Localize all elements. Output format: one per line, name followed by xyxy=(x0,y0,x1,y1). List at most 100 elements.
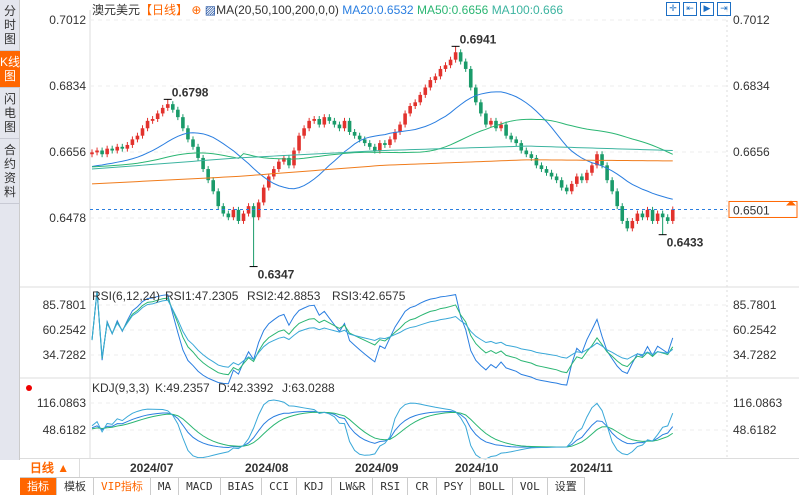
indicator-tab[interactable]: VOL xyxy=(512,478,548,495)
indicator-tab[interactable]: CR xyxy=(408,478,437,495)
candle xyxy=(590,165,594,173)
candle xyxy=(539,165,544,170)
play-icon[interactable]: ▶ xyxy=(700,2,714,16)
candle xyxy=(327,117,332,121)
candle xyxy=(443,65,448,69)
candle xyxy=(191,139,195,147)
candle xyxy=(665,217,670,221)
kdj-j-value: J:63.0288 xyxy=(282,381,335,395)
kdj-k-value: K:49.2357 xyxy=(155,381,210,395)
candle xyxy=(120,146,125,149)
candle xyxy=(504,124,508,136)
indicator-tabs: 指标 模板 VIP指标 MA MACD BIAS CCI KDJ LW&R RSI CR PSY BOL… xyxy=(20,477,585,495)
candle xyxy=(130,139,135,145)
candle xyxy=(388,139,392,145)
indicator-tab[interactable]: KDJ xyxy=(297,478,332,495)
candle xyxy=(428,80,433,88)
kdj-tick-right: 116.0863 xyxy=(733,396,782,410)
extreme-label: 0.6347 xyxy=(258,268,295,282)
time-axis: 日线 ▲ 2024/07 2024/08 2024/09 2024/10 2024/11 xyxy=(20,458,799,477)
indicator-tab[interactable]: CCI xyxy=(262,478,297,495)
rsi-tick: 85.7801 xyxy=(43,298,87,312)
candle xyxy=(479,102,483,114)
settings-sun-icon[interactable] xyxy=(26,385,32,391)
add-icon[interactable]: ⊕ xyxy=(191,3,202,17)
sidebar-tab[interactable]: K线图 xyxy=(0,51,20,88)
candle xyxy=(297,135,301,151)
sidebar-tab[interactable]: 闪电图 xyxy=(0,88,20,139)
rsi-label: RSI(6,12,24) xyxy=(92,289,160,303)
indicator-tab[interactable]: MACD xyxy=(179,478,221,495)
candle xyxy=(655,213,660,221)
candle xyxy=(145,120,150,129)
candle xyxy=(150,119,155,121)
extreme-label: 0.6798 xyxy=(172,85,209,99)
indicator-tab[interactable]: 设置 xyxy=(547,478,585,495)
indicator-tab[interactable]: VIP指标 xyxy=(94,478,151,495)
indicator-tab[interactable]: LW&R xyxy=(331,478,374,495)
candle xyxy=(282,157,286,162)
candle xyxy=(307,120,311,129)
candle xyxy=(125,144,130,149)
candle xyxy=(670,209,675,221)
indicator-tab[interactable]: BOLL xyxy=(471,478,513,495)
extreme-label: 0.6433 xyxy=(667,236,704,250)
month-label: 2024/11 xyxy=(570,461,613,475)
candle xyxy=(660,213,665,218)
candle xyxy=(201,157,205,170)
indicator-tab[interactable]: BIAS xyxy=(220,478,263,495)
candle xyxy=(580,176,584,181)
candle xyxy=(95,150,99,153)
candle xyxy=(115,146,120,151)
go-end-icon[interactable]: ⇥ xyxy=(717,2,731,16)
indicator-tab[interactable]: MA xyxy=(150,478,180,495)
indicator-tab[interactable]: 指标 xyxy=(20,478,57,495)
current-price-label: 0.6501 xyxy=(733,203,770,217)
candle xyxy=(236,209,241,221)
candle xyxy=(519,143,524,151)
candle xyxy=(408,106,412,114)
sidebar: 分时图 K线图 闪电图 合约资料 xyxy=(0,0,20,460)
candle xyxy=(231,209,236,218)
candle xyxy=(378,143,382,151)
sidebar-tab[interactable]: 分时图 xyxy=(0,0,20,51)
candle xyxy=(135,135,140,140)
candle xyxy=(650,209,655,221)
candle xyxy=(332,120,337,125)
candle xyxy=(155,113,160,119)
candle xyxy=(645,209,650,218)
go-start-icon[interactable]: ⇤ xyxy=(683,2,697,16)
candle xyxy=(585,172,589,181)
sidebar-tab[interactable]: 合约资料 xyxy=(0,139,20,204)
candle xyxy=(524,150,529,155)
crosshair-icon[interactable]: ✛ xyxy=(666,2,680,16)
month-label: 2024/09 xyxy=(355,461,399,475)
kdj-d-value: D:42.3392 xyxy=(218,381,274,395)
ma100-line xyxy=(91,145,673,170)
timeframe-button[interactable]: 日线 ▲ xyxy=(20,459,80,477)
rsi2-line xyxy=(91,291,674,376)
candle xyxy=(509,135,513,140)
rsi1-line xyxy=(91,291,674,386)
indicator-tab[interactable]: PSY xyxy=(436,478,472,495)
rsi-tick-right: 34.7282 xyxy=(733,348,777,362)
candle xyxy=(398,124,402,132)
indicator-tab[interactable]: 模板 xyxy=(57,478,94,495)
arrow-up-icon xyxy=(786,200,796,206)
rsi2-value: RSI2:42.8853 xyxy=(247,289,321,303)
candle xyxy=(110,148,114,151)
candle xyxy=(393,131,397,140)
candle xyxy=(171,104,175,110)
month-label: 2024/10 xyxy=(455,461,499,475)
indicator-tab[interactable]: RSI xyxy=(373,478,409,495)
current-price-box xyxy=(728,200,798,218)
candle xyxy=(433,76,438,81)
kdj-tick: 116.0863 xyxy=(37,396,86,410)
candle xyxy=(554,176,559,181)
candle xyxy=(514,139,518,144)
ma-indicator-icon[interactable]: ▨ xyxy=(204,3,217,17)
candle xyxy=(600,154,604,166)
candle xyxy=(211,180,215,192)
ma50-value: MA50:0.6656 xyxy=(416,3,489,17)
